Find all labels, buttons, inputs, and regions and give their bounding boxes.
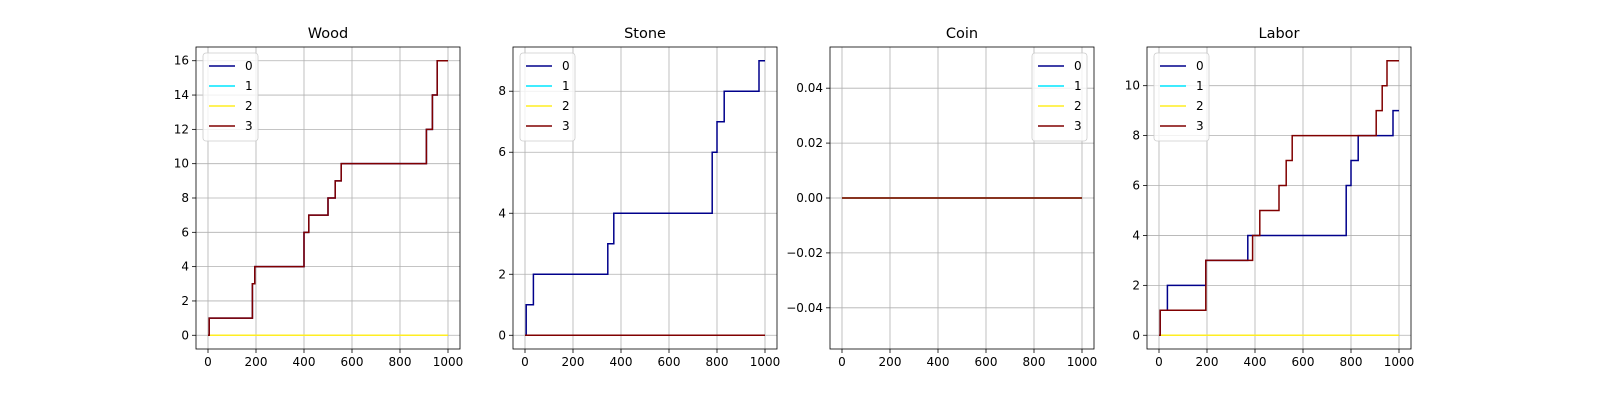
legend: 0 1 2 3 [1153, 52, 1210, 142]
y-tick-label: 16 [174, 54, 189, 68]
series-group [208, 59, 448, 337]
y-tick-label: 0 [498, 328, 506, 342]
chart-title: Labor [1258, 26, 1299, 42]
legend-label: 3 [245, 119, 253, 133]
y-tick-label: 8 [498, 84, 506, 98]
y-tick-label: −0.02 [786, 246, 823, 260]
legend-label: 3 [562, 119, 570, 133]
y-tick-label: 0 [181, 328, 189, 342]
x-tick-label: 200 [879, 355, 902, 369]
y-tick-label: 2 [498, 267, 506, 281]
legend-label: 0 [245, 59, 253, 73]
legend-label: 2 [245, 99, 253, 113]
x-tick-label: 400 [1244, 355, 1267, 369]
x-tick-label: 1000 [433, 355, 464, 369]
x-tick-label: 600 [658, 355, 681, 369]
x-tick-label: 600 [1292, 355, 1315, 369]
x-tick-label: 400 [927, 355, 950, 369]
series-line-0 [525, 59, 765, 337]
chart-panel-2: Coin 0 200 400 600 800 1000 −0.04 −0.02 0.00 0.02 0… [786, 26, 1097, 369]
y-tick-label: 0.02 [796, 136, 823, 150]
legend: 0 1 2 3 [1031, 52, 1088, 142]
series-line-3 [1159, 59, 1399, 337]
x-tick-label: 200 [245, 355, 268, 369]
x-tick-label: 0 [1155, 355, 1163, 369]
legend-box [519, 52, 576, 142]
legend: 0 1 2 3 [202, 52, 259, 142]
y-tick-label: 8 [1132, 129, 1140, 143]
y-tick-label: 10 [1125, 79, 1140, 93]
y-tick-label: 10 [174, 157, 189, 171]
x-tick-label: 1000 [750, 355, 781, 369]
y-tick-label: 6 [181, 225, 189, 239]
y-tick-label: 2 [181, 294, 189, 308]
x-tick-label: 1000 [1067, 355, 1098, 369]
x-tick-label: 0 [838, 355, 846, 369]
series-line-3 [208, 59, 448, 337]
chart-title: Wood [308, 26, 348, 42]
legend-label: 0 [1196, 59, 1204, 73]
y-tick-label: 4 [1132, 228, 1140, 242]
x-tick-label: 600 [975, 355, 998, 369]
legend-label: 0 [1074, 59, 1082, 73]
y-tick-label: 0 [1132, 328, 1140, 342]
y-tick-label: 4 [498, 206, 506, 220]
x-tick-label: 800 [389, 355, 412, 369]
x-tick-label: 200 [1196, 355, 1219, 369]
y-tick-label: 8 [181, 191, 189, 205]
legend-label: 2 [1196, 99, 1204, 113]
series-group [525, 59, 765, 337]
x-tick-label: 400 [610, 355, 633, 369]
chart-title: Coin [946, 26, 978, 42]
chart-panel-1: Stone 0 200 400 600 800 1000 0 2 4 6 8 0 1 2 3 [498, 26, 780, 369]
y-tick-label: −0.04 [786, 301, 823, 315]
axes-frame [512, 46, 778, 350]
x-tick-label: 1000 [1384, 355, 1415, 369]
x-tick-label: 800 [706, 355, 729, 369]
legend-box [1153, 52, 1210, 142]
chart-title: Stone [624, 26, 666, 42]
legend-label: 3 [1074, 119, 1082, 133]
y-tick-label: 6 [1132, 179, 1140, 193]
x-tick-label: 800 [1340, 355, 1363, 369]
legend-box [1031, 52, 1088, 142]
series-group [1159, 59, 1399, 337]
x-tick-label: 800 [1023, 355, 1046, 369]
x-tick-label: 0 [521, 355, 529, 369]
y-tick-label: 2 [1132, 278, 1140, 292]
x-tick-label: 200 [562, 355, 585, 369]
legend-label: 2 [1074, 99, 1082, 113]
legend-label: 0 [562, 59, 570, 73]
y-tick-label: 0.00 [796, 191, 823, 205]
legend-label: 1 [245, 79, 253, 93]
legend-label: 1 [562, 79, 570, 93]
y-tick-label: 4 [181, 260, 189, 274]
legend-box [202, 52, 259, 142]
legend-label: 3 [1196, 119, 1204, 133]
x-tick-label: 400 [293, 355, 316, 369]
y-tick-label: 12 [174, 122, 189, 136]
chart-panel-3: Labor 0 200 400 600 800 1000 0 2 4 6 8 10 0 1 2 3 [1125, 26, 1415, 369]
y-tick-label: 6 [498, 145, 506, 159]
x-tick-label: 0 [204, 355, 212, 369]
y-tick-label: 0.04 [796, 81, 823, 95]
x-tick-label: 600 [341, 355, 364, 369]
y-tick-label: 14 [174, 88, 189, 102]
axes-frame [1146, 46, 1412, 350]
legend: 0 1 2 3 [519, 52, 576, 142]
legend-label: 2 [562, 99, 570, 113]
legend-label: 1 [1196, 79, 1204, 93]
legend-label: 1 [1074, 79, 1082, 93]
